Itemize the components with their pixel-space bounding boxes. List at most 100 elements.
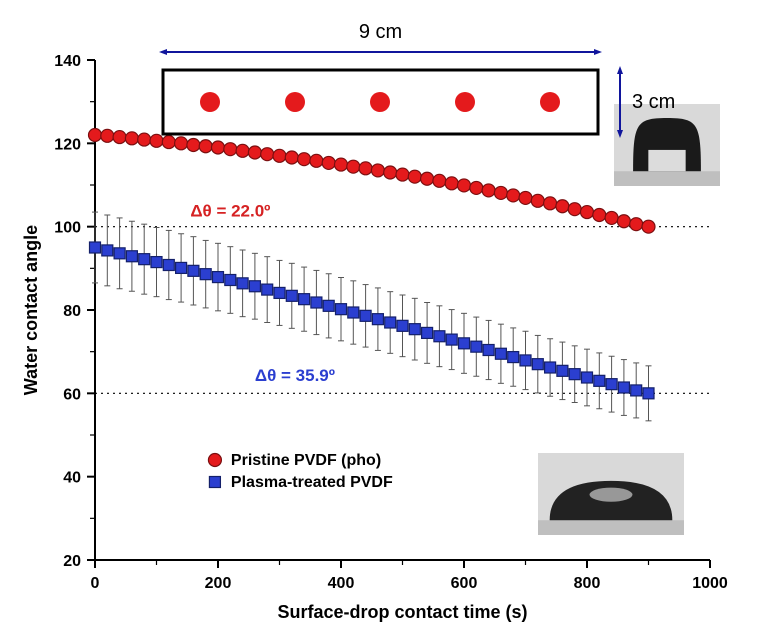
data-point xyxy=(545,362,556,373)
data-point xyxy=(556,200,569,213)
y-tick-label: 60 xyxy=(63,386,81,403)
data-point xyxy=(126,251,137,262)
data-point xyxy=(273,149,286,162)
data-point xyxy=(396,168,409,181)
data-point xyxy=(188,265,199,276)
data-point xyxy=(617,215,630,228)
data-point xyxy=(348,307,359,318)
contact-angle-chart: 0200400600800100020406080100120140Surfac… xyxy=(0,0,766,640)
data-point xyxy=(569,369,580,380)
data-point xyxy=(90,242,101,253)
data-point xyxy=(347,160,360,173)
data-point xyxy=(212,141,225,154)
data-point xyxy=(237,278,248,289)
x-axis-label: Surface-drop contact time (s) xyxy=(277,602,527,622)
inset-bottom-drop xyxy=(538,453,684,535)
data-point xyxy=(421,172,434,185)
data-point xyxy=(187,139,200,152)
data-point xyxy=(224,143,237,156)
data-point xyxy=(433,174,446,187)
data-point xyxy=(248,146,261,159)
data-point xyxy=(113,131,126,144)
data-point xyxy=(397,320,408,331)
data-point xyxy=(434,331,445,342)
data-point xyxy=(408,170,421,183)
data-point xyxy=(446,334,457,345)
y-tick-label: 20 xyxy=(63,553,81,570)
data-point xyxy=(249,281,260,292)
data-point xyxy=(150,134,163,147)
data-point xyxy=(125,132,138,145)
data-point xyxy=(470,181,483,194)
data-point xyxy=(371,164,384,177)
sample-dot xyxy=(200,92,220,112)
x-tick-label: 600 xyxy=(451,575,478,592)
data-point xyxy=(89,129,102,142)
data-point xyxy=(458,179,471,192)
x-tick-label: 200 xyxy=(205,575,232,592)
data-point xyxy=(213,272,224,283)
data-point xyxy=(138,133,151,146)
legend-label: Pristine PVDF (pho) xyxy=(231,452,381,469)
series-plasma xyxy=(90,212,655,421)
data-point xyxy=(618,382,629,393)
inset-highlight xyxy=(648,150,685,171)
data-point xyxy=(151,257,162,268)
y-tick-label: 80 xyxy=(63,303,81,320)
data-point xyxy=(311,297,322,308)
data-point xyxy=(422,327,433,338)
sample-diagram: 9 cm3 cm xyxy=(163,21,675,134)
inset-top-drop xyxy=(614,104,720,186)
data-point xyxy=(236,144,249,157)
data-point xyxy=(286,290,297,301)
data-point xyxy=(531,194,544,207)
data-point xyxy=(200,269,211,280)
inset-surface xyxy=(614,171,720,186)
data-point xyxy=(114,248,125,259)
data-point xyxy=(508,352,519,363)
dim-label-height: 3 cm xyxy=(632,91,675,113)
legend-marker xyxy=(208,454,221,467)
data-point xyxy=(163,260,174,271)
y-axis-label: Water contact angle xyxy=(21,225,41,395)
data-point xyxy=(360,310,371,321)
x-tick-label: 800 xyxy=(574,575,601,592)
data-point xyxy=(507,189,520,202)
x-tick-label: 0 xyxy=(91,575,100,592)
inset-highlight xyxy=(590,488,633,502)
data-point xyxy=(299,294,310,305)
data-point xyxy=(643,388,654,399)
data-point xyxy=(605,211,618,224)
data-point xyxy=(359,162,372,175)
data-point xyxy=(372,314,383,325)
data-point xyxy=(582,372,593,383)
data-point xyxy=(101,129,114,142)
data-point xyxy=(581,206,594,219)
data-point xyxy=(606,379,617,390)
y-tick-label: 120 xyxy=(54,136,81,153)
data-point xyxy=(445,177,458,190)
legend-label: Plasma-treated PVDF xyxy=(231,474,393,491)
data-point xyxy=(471,341,482,352)
data-point xyxy=(631,385,642,396)
data-point xyxy=(593,209,606,222)
sample-dot xyxy=(285,92,305,112)
series-pristine xyxy=(89,129,656,234)
sample-dot xyxy=(455,92,475,112)
data-point xyxy=(310,154,323,167)
x-tick-label: 400 xyxy=(328,575,355,592)
annotation-delta1: Δθ = 22.0º xyxy=(190,201,270,220)
data-point xyxy=(335,158,348,171)
y-tick-label: 40 xyxy=(63,470,81,487)
data-point xyxy=(175,137,188,150)
data-point xyxy=(323,300,334,311)
data-point xyxy=(336,304,347,315)
data-point xyxy=(544,197,557,210)
data-point xyxy=(285,151,298,164)
data-point xyxy=(483,345,494,356)
data-point xyxy=(199,140,212,153)
data-point xyxy=(102,245,113,256)
y-tick-label: 100 xyxy=(54,220,81,237)
data-point xyxy=(568,203,581,216)
data-point xyxy=(162,136,175,149)
